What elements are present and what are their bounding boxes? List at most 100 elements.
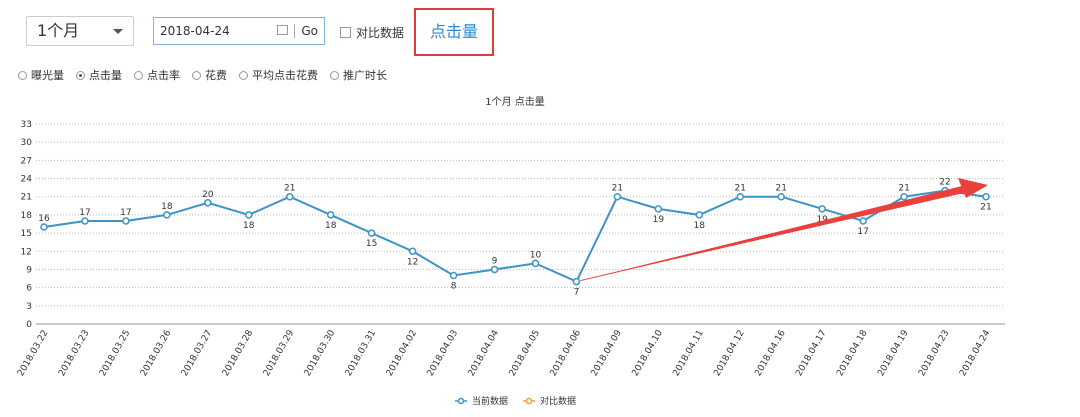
x-tick-label: 2018.04.10 xyxy=(631,328,666,378)
x-tick-label: 2018.03.29 xyxy=(262,328,297,378)
data-point xyxy=(613,192,622,201)
data-label: 15 xyxy=(366,239,377,249)
data-point xyxy=(531,259,540,268)
data-point xyxy=(818,205,826,213)
calendar-icon[interactable] xyxy=(277,25,288,35)
metric-highlight: 点击量 xyxy=(414,8,494,56)
y-tick-label: 21 xyxy=(21,193,32,203)
data-point xyxy=(326,211,335,219)
data-point xyxy=(163,211,171,219)
data-point xyxy=(490,265,499,274)
annotation-arrow-body xyxy=(580,186,964,281)
x-tick-label: 2018.04.09 xyxy=(590,328,625,378)
x-tick-label: 2018.04.16 xyxy=(753,328,788,378)
y-tick-label: 33 xyxy=(21,120,32,130)
data-label: 16 xyxy=(38,214,50,224)
data-label: 22 xyxy=(939,178,950,188)
y-tick-label: 24 xyxy=(21,175,33,185)
x-tick-label: 2018.04.19 xyxy=(876,328,911,378)
data-point xyxy=(367,229,376,237)
metric-label: 点击量 xyxy=(89,69,122,82)
x-tick-label: 2018.04.17 xyxy=(794,329,828,379)
legend-marker xyxy=(525,397,533,405)
x-tick-label: 2018.03.30 xyxy=(303,328,338,378)
x-tick-label: 2018.03.27 xyxy=(180,329,214,379)
go-button[interactable]: Go xyxy=(294,24,318,38)
metric-label: 平均点击花费 xyxy=(252,69,318,82)
data-point xyxy=(572,277,581,286)
metric-label: 花费 xyxy=(205,69,227,82)
data-label: 12 xyxy=(407,257,418,267)
data-point xyxy=(654,205,663,213)
data-point xyxy=(245,211,253,219)
data-point xyxy=(408,247,417,256)
x-tick-label: 2018.03.26 xyxy=(139,328,174,378)
x-tick-label: 2018.03.25 xyxy=(98,329,132,379)
data-label: 19 xyxy=(816,215,828,225)
data-point xyxy=(982,192,990,201)
data-point xyxy=(900,192,908,201)
compare-label: 对比数据 xyxy=(356,26,405,40)
data-label: 21 xyxy=(980,203,991,213)
series-line xyxy=(43,189,987,283)
y-tick-label: 6 xyxy=(26,284,32,294)
metric-option[interactable]: 点击率 xyxy=(134,69,180,82)
y-tick-label: 27 xyxy=(21,156,32,166)
y-tick-label: 30 xyxy=(21,138,33,148)
x-tick-label: 2018.04.06 xyxy=(549,328,584,378)
data-label: 18 xyxy=(243,221,255,231)
data-label: 18 xyxy=(325,221,337,231)
y-tick-label: 3 xyxy=(26,302,32,312)
legend-label: 当前数据 xyxy=(472,395,508,407)
chart-title: 1个月 点击量 xyxy=(485,96,545,108)
data-label: 9 xyxy=(492,256,498,266)
metric-option[interactable]: 点击量 xyxy=(76,69,122,82)
data-label: 21 xyxy=(775,184,786,194)
data-point xyxy=(285,192,294,201)
y-tick-label: 18 xyxy=(21,211,33,221)
data-point xyxy=(81,217,89,225)
x-tick-label: 2018.04.11 xyxy=(671,329,705,379)
data-label: 20 xyxy=(202,190,214,200)
x-tick-label: 2018.04.03 xyxy=(426,329,460,379)
data-point xyxy=(122,217,130,225)
data-label: 18 xyxy=(694,221,706,231)
metric-option[interactable]: 平均点击花费 xyxy=(239,69,318,82)
x-tick-label: 2018.04.04 xyxy=(467,328,502,378)
annotation-arrowhead xyxy=(958,178,988,198)
y-tick-label: 12 xyxy=(21,247,32,257)
data-point xyxy=(777,192,785,201)
metric-option[interactable]: 花费 xyxy=(192,69,227,82)
data-label: 21 xyxy=(898,184,909,194)
legend-label: 对比数据 xyxy=(540,395,576,407)
data-label: 19 xyxy=(653,215,665,225)
data-point xyxy=(736,192,745,201)
data-point xyxy=(204,199,212,207)
data-label: 21 xyxy=(612,184,623,194)
data-label: 21 xyxy=(284,184,295,194)
legend-marker xyxy=(457,397,465,405)
x-tick-label: 2018.03.28 xyxy=(221,328,256,378)
data-label: 17 xyxy=(79,208,90,218)
metric-option[interactable]: 曝光量 xyxy=(18,69,64,82)
x-tick-label: 2018.04.23 xyxy=(917,329,951,379)
data-label: 18 xyxy=(161,202,173,212)
compare-checkbox[interactable]: 对比数据 xyxy=(340,24,404,41)
data-label: 10 xyxy=(530,250,542,260)
x-tick-label: 2018.04.02 xyxy=(385,329,419,379)
date-text: 2018-04-24 xyxy=(160,24,230,38)
y-tick-label: 15 xyxy=(21,229,32,239)
metric-option[interactable]: 推广时长 xyxy=(330,69,387,82)
data-label: 17 xyxy=(857,227,868,237)
x-tick-label: 2018.04.05 xyxy=(508,329,542,379)
data-point xyxy=(859,217,867,225)
y-tick-label: 9 xyxy=(26,265,32,275)
metric-label: 点击率 xyxy=(147,69,180,82)
date-input[interactable]: 2018-04-24 Go xyxy=(153,17,325,45)
y-tick-label: 0 xyxy=(26,320,32,330)
data-point xyxy=(449,271,458,280)
metric-label: 曝光量 xyxy=(31,69,64,82)
period-select[interactable]: 1个月 xyxy=(26,16,134,46)
data-point xyxy=(695,211,704,219)
